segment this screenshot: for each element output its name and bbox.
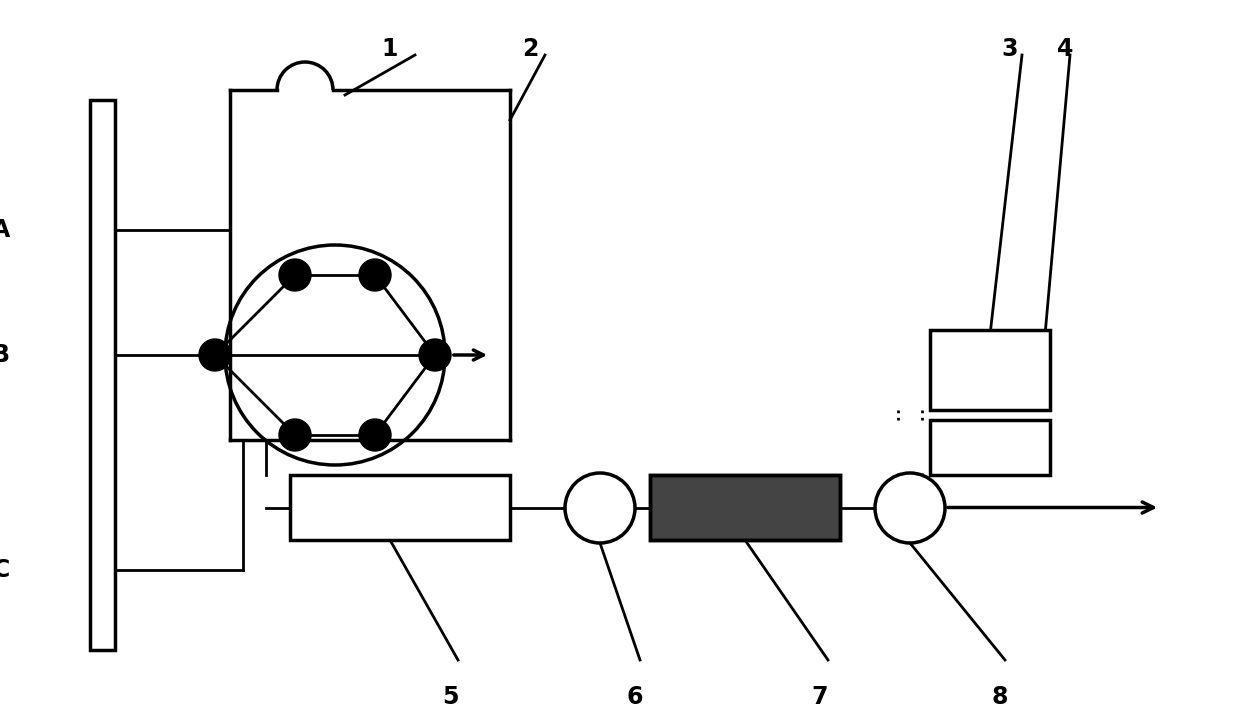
Bar xyxy=(930,420,1050,475)
Circle shape xyxy=(567,475,632,541)
Bar xyxy=(650,475,839,540)
Text: 1: 1 xyxy=(382,37,398,61)
Bar xyxy=(91,100,115,650)
Text: B: B xyxy=(0,343,10,367)
Text: 3: 3 xyxy=(1002,37,1018,61)
Text: 8: 8 xyxy=(992,685,1008,709)
Text: 7: 7 xyxy=(812,685,828,709)
Circle shape xyxy=(279,419,311,451)
Text: A: A xyxy=(0,218,10,242)
Bar xyxy=(290,475,510,540)
Text: 4: 4 xyxy=(1056,37,1073,61)
Text: C: C xyxy=(0,558,10,582)
Text: 5: 5 xyxy=(441,685,459,709)
Text: 2: 2 xyxy=(522,37,538,61)
Circle shape xyxy=(877,475,942,541)
Bar xyxy=(930,330,1050,410)
Circle shape xyxy=(360,419,391,451)
Text: 6: 6 xyxy=(626,685,644,709)
Circle shape xyxy=(419,339,451,371)
Bar xyxy=(650,475,839,540)
Circle shape xyxy=(279,259,311,291)
Circle shape xyxy=(198,339,231,371)
Circle shape xyxy=(360,259,391,291)
